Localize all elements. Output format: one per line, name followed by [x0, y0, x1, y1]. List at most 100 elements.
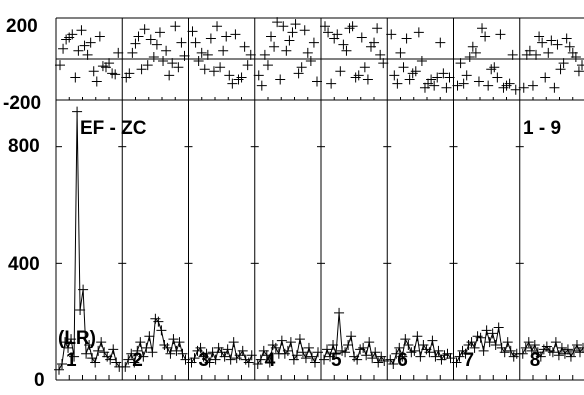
upper-point-p1-16 [104, 58, 115, 69]
lower-point-p3-12 [222, 344, 233, 355]
panel-label-7: 7 [464, 350, 475, 371]
upper-point-p1-7 [76, 25, 87, 36]
upper-point-p6-2 [392, 78, 403, 89]
lower-point-p5-18 [373, 357, 384, 368]
lower-point-p4-13 [291, 350, 302, 361]
lower-point-p1-5 [69, 351, 80, 362]
lower-point-p5-13 [358, 342, 369, 353]
upper-point-p3-6 [205, 33, 216, 44]
lower-point-p5-20 [379, 356, 390, 367]
lower-point-p5-17 [370, 347, 381, 358]
lower-point-p8-4 [529, 340, 540, 350]
upper-point-p5-5 [335, 66, 346, 77]
upper-point-p3-8 [212, 21, 223, 32]
lower-point-p8-18 [571, 340, 582, 350]
lower-point-p5-9 [346, 331, 357, 342]
lower-point-p5-15 [364, 337, 375, 348]
lower-point-p1-1 [57, 358, 68, 369]
lower-point-p1-8 [78, 284, 89, 295]
upper-point-p8-4 [531, 49, 542, 60]
upper-point-p3-1 [190, 37, 201, 48]
upper-point-p4-3 [262, 60, 273, 71]
lower-point-p7-18 [505, 345, 516, 356]
upper-point-p7-0 [452, 80, 463, 91]
upper-point-p6-10 [416, 56, 427, 67]
panel-3: 3 [186, 21, 257, 371]
upper-point-p8-11 [552, 39, 563, 50]
upper-point-p8-9 [546, 35, 557, 46]
lower-ytick-label-800: 800 [8, 136, 40, 157]
lower-point-p5-0 [319, 354, 329, 365]
upper-point-p8-17 [570, 51, 581, 62]
lower-point-p8-6 [535, 351, 546, 362]
panel-label-5: 5 [331, 350, 342, 371]
upper-point-p6-8 [410, 66, 421, 77]
upper-point-p4-12 [290, 19, 301, 30]
upper-point-p5-18 [375, 49, 386, 60]
upper-point-p8-19 [577, 60, 584, 71]
lower-point-p2-15 [165, 348, 176, 359]
upper-point-p7-1 [455, 58, 466, 69]
upper-point-p3-0 [187, 26, 198, 37]
upper-point-p1-18 [110, 69, 121, 80]
upper-point-p3-10 [218, 45, 229, 56]
upper-point-p4-9 [281, 45, 292, 56]
upper-point-p6-6 [404, 74, 415, 85]
upper-point-p3-9 [215, 62, 226, 73]
upper-point-p2-3 [130, 38, 141, 49]
lower-point-p6-6 [403, 340, 414, 350]
lower-point-p7-16 [499, 347, 510, 358]
panel-label-6: 6 [397, 350, 408, 371]
lower-point-p7-5 [466, 337, 477, 348]
lower-point-p2-20 [180, 354, 191, 365]
lower-point-p2-9 [147, 347, 158, 358]
lower-point-p1-6 [72, 106, 83, 117]
lower-point-p4-8 [276, 335, 287, 346]
upper-point-p3-16 [236, 72, 247, 83]
upper-point-p5-9 [347, 21, 358, 32]
lower-point-p6-13 [424, 347, 435, 358]
upper-point-p2-16 [170, 21, 181, 32]
lower-point-p2-0 [120, 361, 131, 372]
upper-point-p6-9 [413, 27, 424, 38]
upper-point-p2-15 [167, 58, 178, 69]
upper-point-p4-0 [253, 70, 264, 81]
upper-point-p8-14 [561, 33, 572, 44]
lower-point-p2-2 [126, 348, 137, 359]
upper-point-p2-11 [154, 27, 165, 38]
upper-point-p5-19 [378, 58, 389, 69]
upper-point-p2-4 [133, 31, 144, 42]
lower-point-p8-16 [565, 351, 576, 362]
lower-point-p2-19 [177, 348, 188, 359]
upper-point-p5-7 [341, 45, 352, 56]
lower-point-p4-4 [264, 357, 275, 368]
upper-point-p3-17 [239, 41, 250, 52]
lower-point-p6-9 [412, 331, 423, 342]
upper-point-p7-12 [489, 62, 500, 73]
upper-point-p8-7 [540, 72, 551, 83]
upper-point-p6-1 [389, 70, 400, 81]
upper-point-p8-6 [537, 37, 548, 48]
lower-point-p7-12 [487, 328, 498, 339]
upper-point-p2-7 [142, 60, 153, 71]
panel-4: 4 [252, 17, 323, 371]
lower-point-p7-13 [490, 340, 501, 350]
lower-point-p6-4 [397, 351, 408, 362]
lower-point-p3-8 [210, 354, 221, 365]
lower-point-p2-4 [132, 345, 143, 356]
lower-point-p7-9 [478, 345, 489, 356]
lower-point-p5-14 [361, 350, 372, 361]
panel-label-3: 3 [199, 350, 210, 371]
lower-point-p2-17 [171, 345, 182, 356]
lower-point-p6-2 [391, 348, 402, 359]
upper-point-p1-11 [88, 66, 99, 77]
lower-point-p4-20 [313, 347, 323, 358]
lower-point-p6-14 [427, 335, 438, 346]
upper-point-p3-4 [199, 64, 210, 75]
lower-point-p2-18 [174, 337, 185, 348]
upper-ytick-label-bottom: -200 [3, 93, 41, 114]
panel-7: 7 [451, 23, 522, 371]
upper-point-p4-14 [296, 62, 307, 73]
lower-point-p3-1 [189, 353, 200, 364]
lower-point-p7-8 [475, 332, 486, 343]
